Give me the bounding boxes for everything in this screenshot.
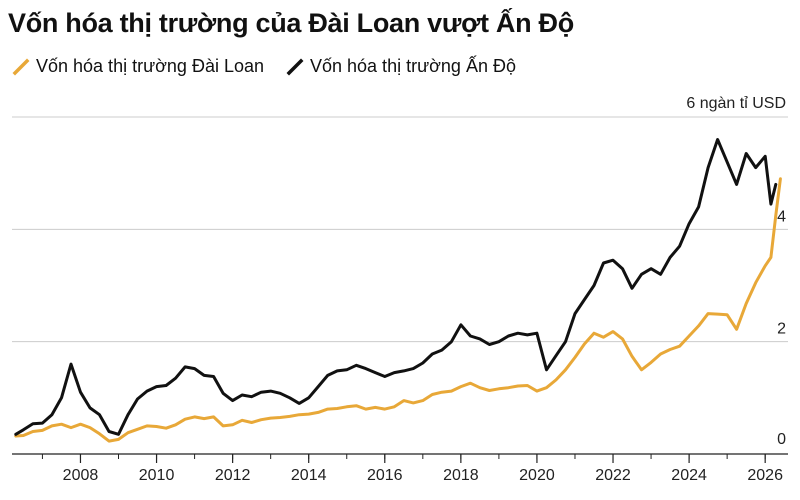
- legend-label-india: Vốn hóa thị trường Ấn Độ: [310, 56, 516, 76]
- legend-label-taiwan: Vốn hóa thị trường Đài Loan: [36, 56, 264, 76]
- x-tick-label-2020: 2020: [519, 467, 555, 484]
- x-tick-label-2014: 2014: [291, 467, 327, 484]
- x-tick-label-2018: 2018: [443, 467, 479, 484]
- legend-swatch-taiwan: [12, 58, 30, 75]
- x-tick-label-2026: 2026: [747, 467, 783, 484]
- legend-swatch-india: [286, 58, 304, 75]
- x-tick-label-2012: 2012: [215, 467, 251, 484]
- x-tick-label-2010: 2010: [139, 467, 175, 484]
- x-tick-label-2008: 2008: [63, 467, 99, 484]
- legend-item-india: Vốn hóa thị trường Ấn Độ: [286, 56, 516, 77]
- legend: Vốn hóa thị trường Đài Loan Vốn hóa thị …: [12, 56, 538, 77]
- x-tick-label-2022: 2022: [595, 467, 631, 484]
- legend-item-taiwan: Vốn hóa thị trường Đài Loan: [12, 56, 264, 77]
- y-unit-label: 6 ngàn tỉ USD: [686, 95, 786, 112]
- series-line-india: [14, 138, 778, 436]
- y-tick-label-2: 2: [777, 321, 786, 338]
- chart-title: Vốn hóa thị trường của Đài Loan vượt Ấn …: [8, 8, 574, 38]
- x-tick-label-2024: 2024: [671, 467, 707, 484]
- y-tick-label-4: 4: [777, 208, 786, 225]
- y-tick-label-zero: 0: [777, 431, 786, 448]
- series-line-taiwan: [14, 177, 782, 443]
- x-tick-label-2016: 2016: [367, 467, 403, 484]
